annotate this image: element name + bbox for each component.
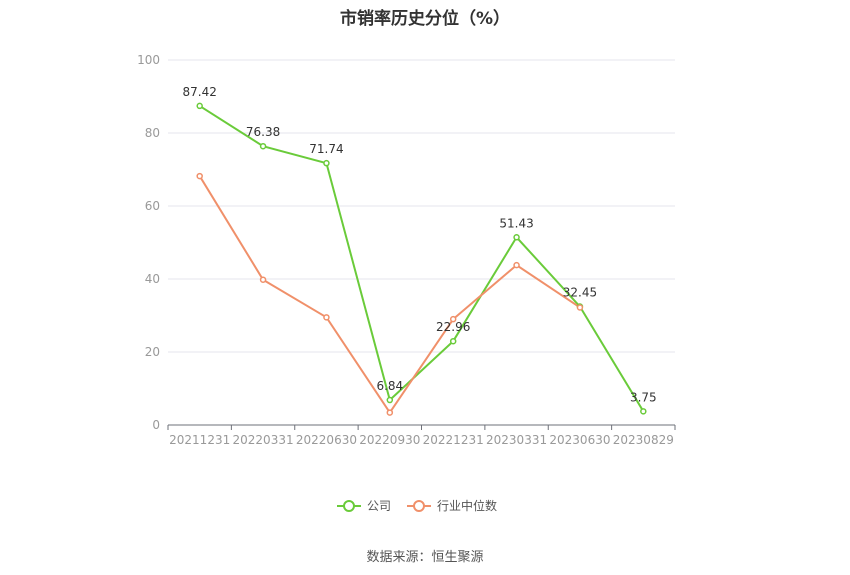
series-points — [196, 102, 647, 416]
legend-item-2[interactable]: 行业中位数 — [407, 498, 497, 513]
legend-marker — [343, 500, 355, 512]
y-tick-label: 100 — [137, 53, 160, 67]
data-point-2[interactable] — [323, 314, 330, 321]
x-tick-label: 20230630 — [549, 433, 610, 447]
y-tick-label: 20 — [145, 345, 160, 359]
grid — [168, 59, 675, 353]
data-label: 71.74 — [309, 142, 343, 156]
data-point-1[interactable] — [513, 234, 520, 241]
x-tick-label: 20220331 — [233, 433, 294, 447]
data-label: 51.43 — [499, 216, 533, 230]
series-lines — [198, 105, 645, 415]
data-point-2[interactable] — [449, 315, 457, 323]
x-tick-label: 20220630 — [296, 433, 357, 447]
data-label: 22.96 — [436, 320, 470, 334]
data-point-1[interactable] — [640, 408, 647, 415]
data-labels: 87.42 76.38 71.74 6.84 22.96 51.43 32.45 3.75 — [183, 85, 657, 404]
data-point-1[interactable] — [449, 337, 457, 345]
data-label: 6.84 — [376, 379, 403, 393]
legend-item-1[interactable]: 公司 — [337, 499, 391, 513]
data-point-2[interactable] — [513, 261, 520, 269]
data-label: 32.45 — [563, 286, 597, 300]
series-line-1 — [199, 105, 645, 412]
y-tick-label: 60 — [145, 199, 160, 213]
data-label: 76.38 — [246, 125, 280, 139]
data-point-1[interactable] — [259, 142, 267, 150]
x-tick-label: 20220930 — [359, 433, 420, 447]
x-tick-label: 20221231 — [423, 433, 484, 447]
data-label: 3.75 — [630, 390, 657, 404]
legend-label: 公司 — [367, 499, 391, 513]
x-tick-label: 20230829 — [613, 433, 674, 447]
data-label: 87.42 — [183, 85, 217, 99]
data-point-2[interactable] — [259, 276, 267, 283]
data-point-2[interactable] — [196, 172, 203, 180]
data-point-1[interactable] — [386, 396, 394, 404]
x-tick-label: 20230331 — [486, 433, 547, 447]
legend: 公司 行业中位数 — [337, 498, 497, 513]
y-tick-label: 80 — [145, 126, 160, 140]
x-tick-label: 20211231 — [169, 433, 230, 447]
data-source: 数据来源：恒生聚源 — [366, 550, 484, 565]
data-point-1[interactable] — [323, 159, 330, 167]
data-point-2[interactable] — [386, 409, 394, 416]
series-line-2 — [198, 175, 581, 415]
data-point-1[interactable] — [196, 102, 203, 110]
y-tick-label: 40 — [145, 272, 160, 286]
data-point-2[interactable] — [576, 304, 584, 311]
legend-label: 行业中位数 — [437, 498, 497, 513]
legend-marker — [413, 500, 425, 512]
y-tick-label: 0 — [152, 418, 160, 432]
chart-title: 市销率历史分位（%） — [339, 9, 511, 29]
